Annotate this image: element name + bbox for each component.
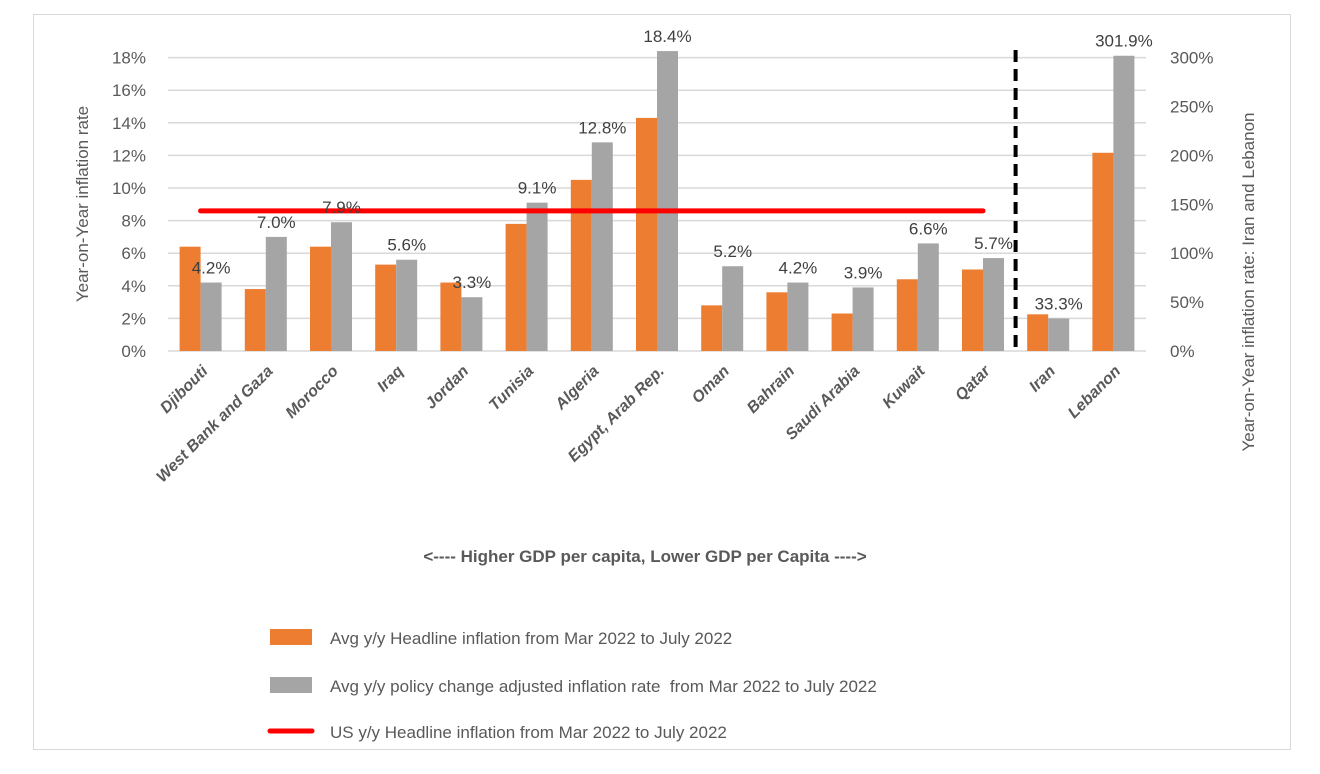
y-tick-label: 16% [112, 81, 146, 100]
bar-adjusted [657, 51, 678, 351]
data-label: 5.2% [713, 242, 752, 261]
bar-adjusted [200, 282, 222, 351]
y2-tick-label: 100% [1170, 244, 1213, 263]
data-label: 4.2% [192, 259, 231, 278]
category-label: Algeria [552, 363, 603, 414]
data-label: 3.3% [453, 273, 492, 292]
bar-headline [1027, 314, 1049, 351]
y-tick-label: 10% [112, 179, 146, 198]
bar-headline [310, 246, 331, 351]
chart-frame [33, 14, 1291, 750]
bar-adjusted [396, 259, 418, 351]
y2-axis-title: Year-on-Year inflation rate: Iran and Le… [1239, 113, 1258, 452]
bar-adjusted [722, 266, 744, 351]
bar-adjusted [461, 297, 483, 351]
category-label: Bahrain [744, 363, 798, 417]
bar-adjusted [265, 236, 287, 351]
bar-adjusted [331, 222, 352, 351]
y-tick-label: 4% [121, 277, 146, 296]
data-label: 33.3% [1035, 294, 1083, 313]
category-label: Kuwait [880, 362, 930, 412]
legend-label-adjusted: Avg y/y policy change adjusted inflation… [330, 677, 877, 696]
data-label: 7.0% [257, 213, 296, 232]
bars [179, 50, 1135, 353]
category-label: Morocco [283, 363, 342, 422]
bar-adjusted [787, 282, 809, 351]
bar-headline [570, 179, 592, 351]
legend-label-headline: Avg y/y Headline inflation from Mar 2022… [330, 629, 732, 648]
data-label: 18.4% [643, 27, 691, 46]
data-label: 9.1% [518, 179, 557, 198]
legend-swatch-headline [270, 629, 312, 645]
x-axis-title: <---- Higher GDP per capita, Lower GDP p… [423, 547, 866, 566]
bar-headline [896, 279, 918, 351]
category-label: Oman [689, 363, 733, 407]
data-label: 5.7% [974, 234, 1013, 253]
y-tick-label: 6% [121, 244, 146, 263]
data-label: 7.9% [322, 198, 361, 217]
data-label: 5.6% [387, 236, 426, 255]
data-label: 4.2% [779, 259, 818, 278]
bar-headline [1092, 152, 1114, 351]
category-label: Iraq [374, 363, 407, 396]
y-tick-label: 0% [121, 342, 146, 361]
legend-swatch-adjusted [270, 677, 312, 693]
y2-tick-label: 50% [1170, 293, 1204, 312]
bar-adjusted [917, 243, 939, 351]
y-tick-label: 2% [121, 309, 146, 328]
data-label: 3.9% [844, 263, 883, 282]
category-label: Qatar [952, 362, 994, 404]
bar-headline [962, 269, 983, 351]
category-label: Jordan [422, 363, 472, 413]
legend: Avg y/y Headline inflation from Mar 2022… [267, 629, 877, 742]
bar-headline [831, 313, 853, 351]
bar-headline [636, 117, 657, 351]
data-labels: 4.2% 7.0% 7.9% 5.6% 3.3% 9.1% 12.8% 18.4% 5.2% 4.… [192, 27, 1153, 313]
category-label: Lebanon [1065, 363, 1124, 422]
legend-label-us: US y/y Headline inflation from Mar 2022 … [330, 723, 727, 742]
bar-adjusted [526, 202, 548, 351]
bar-adjusted [1113, 55, 1135, 352]
bar-adjusted [852, 287, 874, 351]
bar-adjusted [591, 142, 613, 351]
data-label: 12.8% [578, 118, 626, 137]
bar-headline [701, 305, 723, 351]
category-label: West Bank and Gaza [154, 363, 277, 486]
y2-tick-label: 200% [1170, 146, 1213, 165]
bar-headline [440, 282, 462, 351]
bar-headline [244, 289, 266, 351]
bar-headline [375, 264, 397, 351]
bar-headline [505, 223, 527, 351]
bar-adjusted [1048, 318, 1070, 351]
y-tick-label: 8% [121, 212, 146, 231]
y2-tick-label: 250% [1170, 98, 1213, 117]
bar-headline [766, 292, 788, 351]
category-label: Tunisia [486, 363, 537, 414]
bar-headline [179, 246, 201, 351]
y-axis-title: Year-on-Year inflation rate [73, 106, 92, 302]
y-tick-label: 12% [112, 146, 146, 165]
data-label: 301.9% [1095, 32, 1153, 51]
bar-adjusted [983, 258, 1004, 351]
y2-tick-label: 300% [1170, 49, 1213, 68]
y-tick-label: 18% [112, 49, 146, 68]
category-label: Djibouti [157, 362, 212, 417]
y-tick-label: 14% [112, 114, 146, 133]
y2-tick-label: 0% [1170, 342, 1195, 361]
y2-tick-label: 150% [1170, 195, 1213, 214]
category-label: Iran [1026, 363, 1059, 396]
data-label: 6.6% [909, 219, 948, 238]
